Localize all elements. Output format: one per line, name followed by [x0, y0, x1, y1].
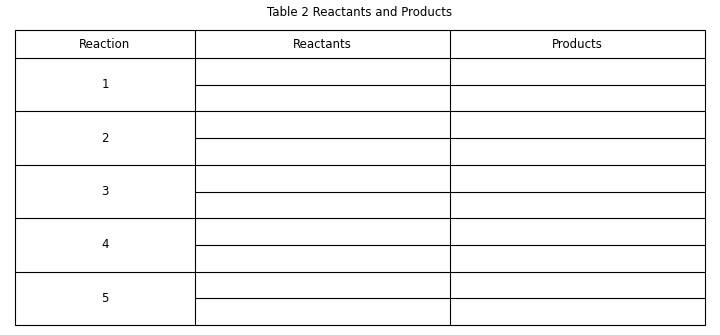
Text: Products: Products [552, 38, 603, 51]
Bar [15, 30, 705, 325]
Text: 1: 1 [102, 78, 109, 91]
Text: 3: 3 [102, 185, 109, 198]
Text: 4: 4 [102, 239, 109, 251]
Text: Reaction: Reaction [79, 38, 130, 51]
Text: Reactants: Reactants [293, 38, 352, 51]
Text: 5: 5 [102, 292, 109, 305]
Text: 2: 2 [102, 132, 109, 145]
Text: Table 2 Reactants and Products: Table 2 Reactants and Products [267, 6, 453, 19]
